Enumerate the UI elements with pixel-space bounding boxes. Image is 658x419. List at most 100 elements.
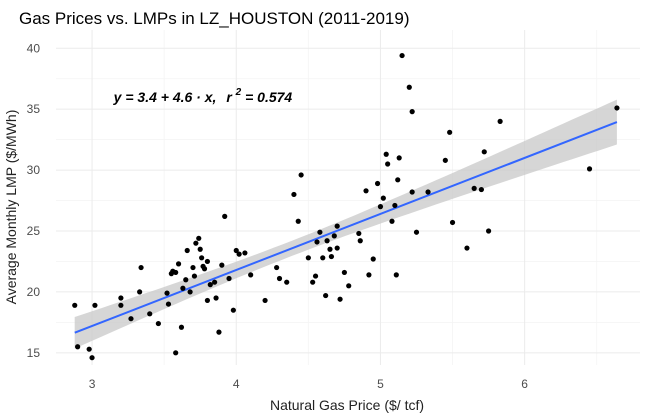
data-point <box>284 279 290 285</box>
data-point <box>409 189 415 195</box>
data-point <box>173 350 179 356</box>
data-point <box>196 235 202 241</box>
data-point <box>305 255 311 261</box>
data-point <box>86 346 92 352</box>
data-point <box>191 273 198 279</box>
data-point <box>164 290 170 296</box>
data-point <box>291 191 297 198</box>
data-point <box>356 230 362 237</box>
data-point <box>324 238 330 244</box>
data-point <box>314 239 320 245</box>
data-point <box>341 269 347 276</box>
data-point <box>310 279 316 285</box>
data-point <box>180 285 186 291</box>
data-point <box>380 195 386 201</box>
data-point <box>118 302 124 308</box>
data-point <box>193 240 199 246</box>
data-point <box>298 172 304 178</box>
x-tick-label: 3 <box>89 377 96 391</box>
tick-labels: 3 4 5 6 15 20 25 30 35 40 <box>27 41 529 391</box>
data-point <box>447 129 453 135</box>
data-point <box>230 307 236 313</box>
data-point <box>212 279 218 285</box>
data-point <box>464 245 470 251</box>
data-point <box>155 320 161 327</box>
data-point <box>395 177 401 183</box>
regression-line-layer <box>74 121 618 334</box>
y-tick-label: 40 <box>27 41 41 55</box>
data-point <box>175 261 182 267</box>
y-axis-label: Average Monthly LMP ($/MWh) <box>3 110 19 305</box>
data-point <box>233 247 239 254</box>
data-point <box>147 311 153 317</box>
data-point <box>586 166 593 172</box>
data-point <box>197 246 203 252</box>
data-point <box>317 229 323 235</box>
data-point <box>409 109 415 115</box>
data-point <box>320 255 326 261</box>
data-point <box>75 344 81 350</box>
data-point <box>385 161 391 167</box>
data-point <box>219 262 225 268</box>
equation-r: r <box>226 89 233 105</box>
data-point <box>216 329 222 335</box>
data-point <box>389 218 395 224</box>
data-point <box>242 250 248 256</box>
confidence-band <box>74 99 617 349</box>
grid <box>56 30 640 365</box>
data-point <box>383 151 389 157</box>
data-point <box>262 297 268 304</box>
data-point <box>328 253 335 260</box>
data-point <box>327 246 333 252</box>
data-point <box>213 295 219 301</box>
y-tick-label: 25 <box>27 224 41 238</box>
data-point <box>370 256 376 262</box>
data-point <box>357 238 363 244</box>
data-point <box>366 272 372 278</box>
data-point <box>118 295 124 301</box>
data-point <box>72 302 78 308</box>
y-tick-label: 20 <box>27 285 41 299</box>
data-point <box>396 155 402 161</box>
y-tick-label: 35 <box>27 102 41 116</box>
data-point <box>312 273 319 279</box>
data-point <box>393 272 399 278</box>
equation-r2-value: = 0.574 <box>245 89 292 105</box>
confidence-band-layer <box>74 99 617 349</box>
equation-r-exponent: 2 <box>235 87 242 98</box>
data-point <box>274 264 280 271</box>
data-point <box>346 283 352 289</box>
data-point <box>138 264 144 271</box>
data-point <box>248 272 254 278</box>
data-point <box>207 282 213 288</box>
x-tick-label: 6 <box>521 377 528 391</box>
data-point <box>406 84 412 90</box>
data-point <box>128 316 134 322</box>
data-point <box>323 292 329 299</box>
data-point <box>89 355 95 361</box>
data-point <box>614 105 620 111</box>
data-point <box>334 223 340 229</box>
data-point <box>471 185 477 191</box>
chart-title: Gas Prices vs. LMPs in LZ_HOUSTON (2011-… <box>19 9 410 28</box>
data-point <box>165 301 172 307</box>
data-point <box>413 229 420 235</box>
data-point <box>363 188 369 194</box>
x-tick-label: 5 <box>377 377 384 391</box>
y-tick-label: 30 <box>27 163 41 177</box>
data-point <box>92 302 98 308</box>
data-point <box>337 296 343 302</box>
data-point <box>377 204 384 210</box>
data-point <box>442 157 448 163</box>
data-point <box>449 219 456 226</box>
equation-label: y = 3.4 + 4.6 · x, r 2 = 0.574 <box>113 82 293 105</box>
data-point <box>222 213 228 219</box>
data-point <box>399 52 405 59</box>
x-axis-label: Natural Gas Price ($/ tcf) <box>270 397 424 413</box>
data-point <box>374 180 381 187</box>
data-point <box>187 289 193 295</box>
data-point <box>190 264 196 271</box>
data-point <box>236 251 242 257</box>
data-point <box>184 247 190 254</box>
